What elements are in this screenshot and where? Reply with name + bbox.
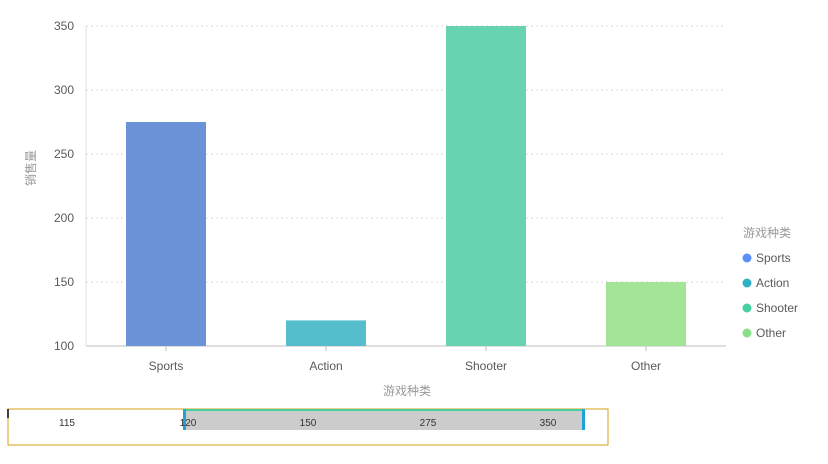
y-tick-label: 100: [54, 339, 74, 353]
slider-label: 115: [59, 418, 75, 429]
slider-label: 120: [180, 418, 197, 429]
x-tick-label: Shooter: [465, 359, 507, 373]
legend-item-label[interactable]: Other: [756, 326, 786, 340]
y-axis-ticks: 100 150 200 250 300 350: [54, 19, 74, 353]
slider-handle-right[interactable]: [582, 409, 585, 430]
x-tick-label: Sports: [149, 359, 184, 373]
range-slider[interactable]: 115 120 150 275 350: [7, 408, 609, 446]
legend-marker: [742, 303, 752, 313]
x-tick-label: Action: [309, 359, 342, 373]
y-axis-title: 销售量: [23, 150, 38, 186]
legend: 游戏种类 Sports Action Shooter Other: [742, 226, 798, 340]
legend-item-label[interactable]: Shooter: [756, 301, 798, 315]
legend-title: 游戏种类: [743, 226, 791, 240]
legend-marker: [742, 328, 752, 338]
legend-marker: [742, 253, 752, 263]
x-tick-label: Other: [631, 359, 661, 373]
y-tick-label: 150: [54, 275, 74, 289]
y-tick-label: 250: [54, 147, 74, 161]
slider-label: 275: [420, 418, 437, 429]
y-tick-label: 300: [54, 83, 74, 97]
slider-handle-left[interactable]: [183, 409, 186, 430]
slider-selected-range[interactable]: [185, 410, 583, 430]
legend-marker: [742, 278, 752, 288]
legend-item-label[interactable]: Sports: [756, 251, 791, 265]
y-tick-label: 200: [54, 211, 74, 225]
legend-item-label[interactable]: Action: [756, 276, 789, 290]
x-axis-ticks: Sports Action Shooter Other: [149, 346, 661, 373]
slider-label: 350: [540, 418, 557, 429]
slider-label: 150: [300, 418, 317, 429]
bar-sports: [126, 122, 206, 346]
bar-action: [286, 320, 366, 346]
bars: [126, 26, 686, 346]
x-axis-title: 游戏种类: [383, 384, 431, 398]
bar-other: [606, 282, 686, 346]
bar-shooter: [446, 26, 526, 346]
y-tick-label: 350: [54, 19, 74, 33]
